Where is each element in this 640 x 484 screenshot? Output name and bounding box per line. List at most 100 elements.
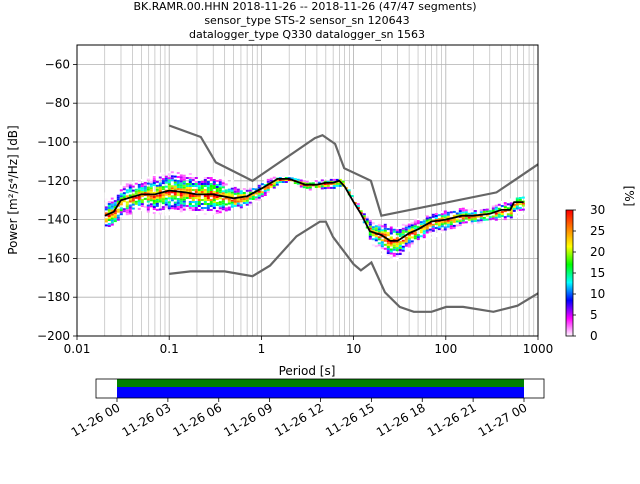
psd-cell xyxy=(386,234,390,237)
psd-cell xyxy=(206,207,210,209)
psd-cell xyxy=(377,232,381,235)
psd-cell xyxy=(389,236,393,239)
psd-cell xyxy=(218,201,222,204)
psd-cell xyxy=(158,196,162,199)
psd-cell xyxy=(143,205,147,208)
colorbar-tick-label: 25 xyxy=(590,224,605,238)
psd-cell xyxy=(239,200,243,203)
psd-cell xyxy=(332,184,336,187)
psd-cell xyxy=(206,173,210,175)
psd-cell xyxy=(401,241,405,244)
psd-cell xyxy=(320,177,324,180)
timeline-tick-label: 11-27 00 xyxy=(476,400,530,439)
psd-cell xyxy=(155,180,159,183)
psd-cell xyxy=(176,200,180,202)
psd-cell xyxy=(263,190,267,192)
psd-cell xyxy=(416,220,420,223)
psd-cell xyxy=(134,180,138,183)
psd-cell xyxy=(440,217,444,220)
psd-cell xyxy=(452,226,456,229)
colorbar-segment xyxy=(566,274,573,276)
colorbar-segment xyxy=(566,248,573,250)
psd-cell xyxy=(452,210,456,213)
psd-cell xyxy=(500,211,504,213)
psd-cell xyxy=(404,240,408,243)
psd-cell xyxy=(383,253,387,256)
colorbar-segment xyxy=(566,314,573,316)
psd-cell xyxy=(188,181,192,183)
psd-cell xyxy=(509,216,513,219)
psd-cell xyxy=(224,203,228,206)
psd-cell xyxy=(392,258,396,261)
colorbar-segment xyxy=(566,268,573,270)
psd-cell xyxy=(299,177,303,180)
psd-cell xyxy=(224,177,228,180)
psd-cell xyxy=(191,179,195,181)
psd-cell xyxy=(215,180,219,182)
psd-cell xyxy=(218,185,222,188)
colorbar-segment xyxy=(566,331,573,333)
chart-title: BK.RAMR.00.HHN 2018-11-26 -- 2018-11-26 … xyxy=(133,0,476,41)
psd-cell xyxy=(266,190,270,193)
psd-cell xyxy=(212,175,216,177)
psd-cell xyxy=(146,198,150,201)
colorbar-segment xyxy=(566,237,573,239)
psd-cell xyxy=(377,236,381,239)
psd-cell xyxy=(410,228,414,231)
psd-cell xyxy=(305,180,309,183)
psd-cell xyxy=(437,214,441,217)
colorbar-segment xyxy=(566,272,573,274)
psd-cell xyxy=(191,207,195,209)
psd-cell xyxy=(404,230,408,233)
psd-cell xyxy=(461,223,465,226)
psd-cell xyxy=(173,203,177,206)
psd-cell xyxy=(407,239,411,242)
psd-cell xyxy=(128,190,132,193)
psd-cell xyxy=(392,230,396,233)
psd-cell xyxy=(515,205,519,208)
psd-cell xyxy=(266,192,270,195)
psd-cell xyxy=(110,223,114,226)
psd-cell xyxy=(182,200,186,203)
psd-cell xyxy=(368,221,372,224)
psd-cell xyxy=(221,204,225,207)
psd-cell xyxy=(269,179,273,182)
psd-cell xyxy=(131,185,135,188)
psd-cell xyxy=(200,189,204,191)
psd-cell xyxy=(377,238,381,241)
psd-cell xyxy=(476,221,480,224)
psd-cell xyxy=(161,192,165,195)
psd-cell xyxy=(230,185,234,188)
psd-cell xyxy=(356,203,360,206)
psd-cell xyxy=(395,253,399,256)
psd-cell xyxy=(206,185,210,187)
psd-cell xyxy=(386,242,390,245)
psd-cell xyxy=(203,173,207,175)
psd-cell xyxy=(143,189,147,192)
psd-cell xyxy=(128,188,132,191)
colorbar-segment xyxy=(566,327,573,329)
psd-cell xyxy=(332,176,336,179)
psd-cell xyxy=(164,209,168,212)
psd-cell xyxy=(404,242,408,245)
psd-cell xyxy=(119,213,123,216)
psd-cell xyxy=(362,215,366,218)
psd-cell xyxy=(149,197,153,200)
psd-cell xyxy=(326,182,330,185)
psd-cell xyxy=(182,196,186,199)
psd-cell xyxy=(167,183,171,186)
psd-cell xyxy=(425,233,429,236)
psd-cell xyxy=(209,209,213,211)
colorbar-segment xyxy=(566,293,573,295)
psd-cell xyxy=(182,176,186,179)
psd-cell xyxy=(221,208,225,211)
psd-cell xyxy=(347,187,351,190)
colorbar-segment xyxy=(566,320,573,322)
psd-cell xyxy=(125,211,129,214)
psd-cell xyxy=(197,181,201,183)
psd-cell xyxy=(269,177,273,180)
psd-cell xyxy=(395,245,399,248)
colorbar-segment xyxy=(566,302,573,304)
psd-cell xyxy=(509,214,513,217)
psd-cell xyxy=(368,237,372,240)
